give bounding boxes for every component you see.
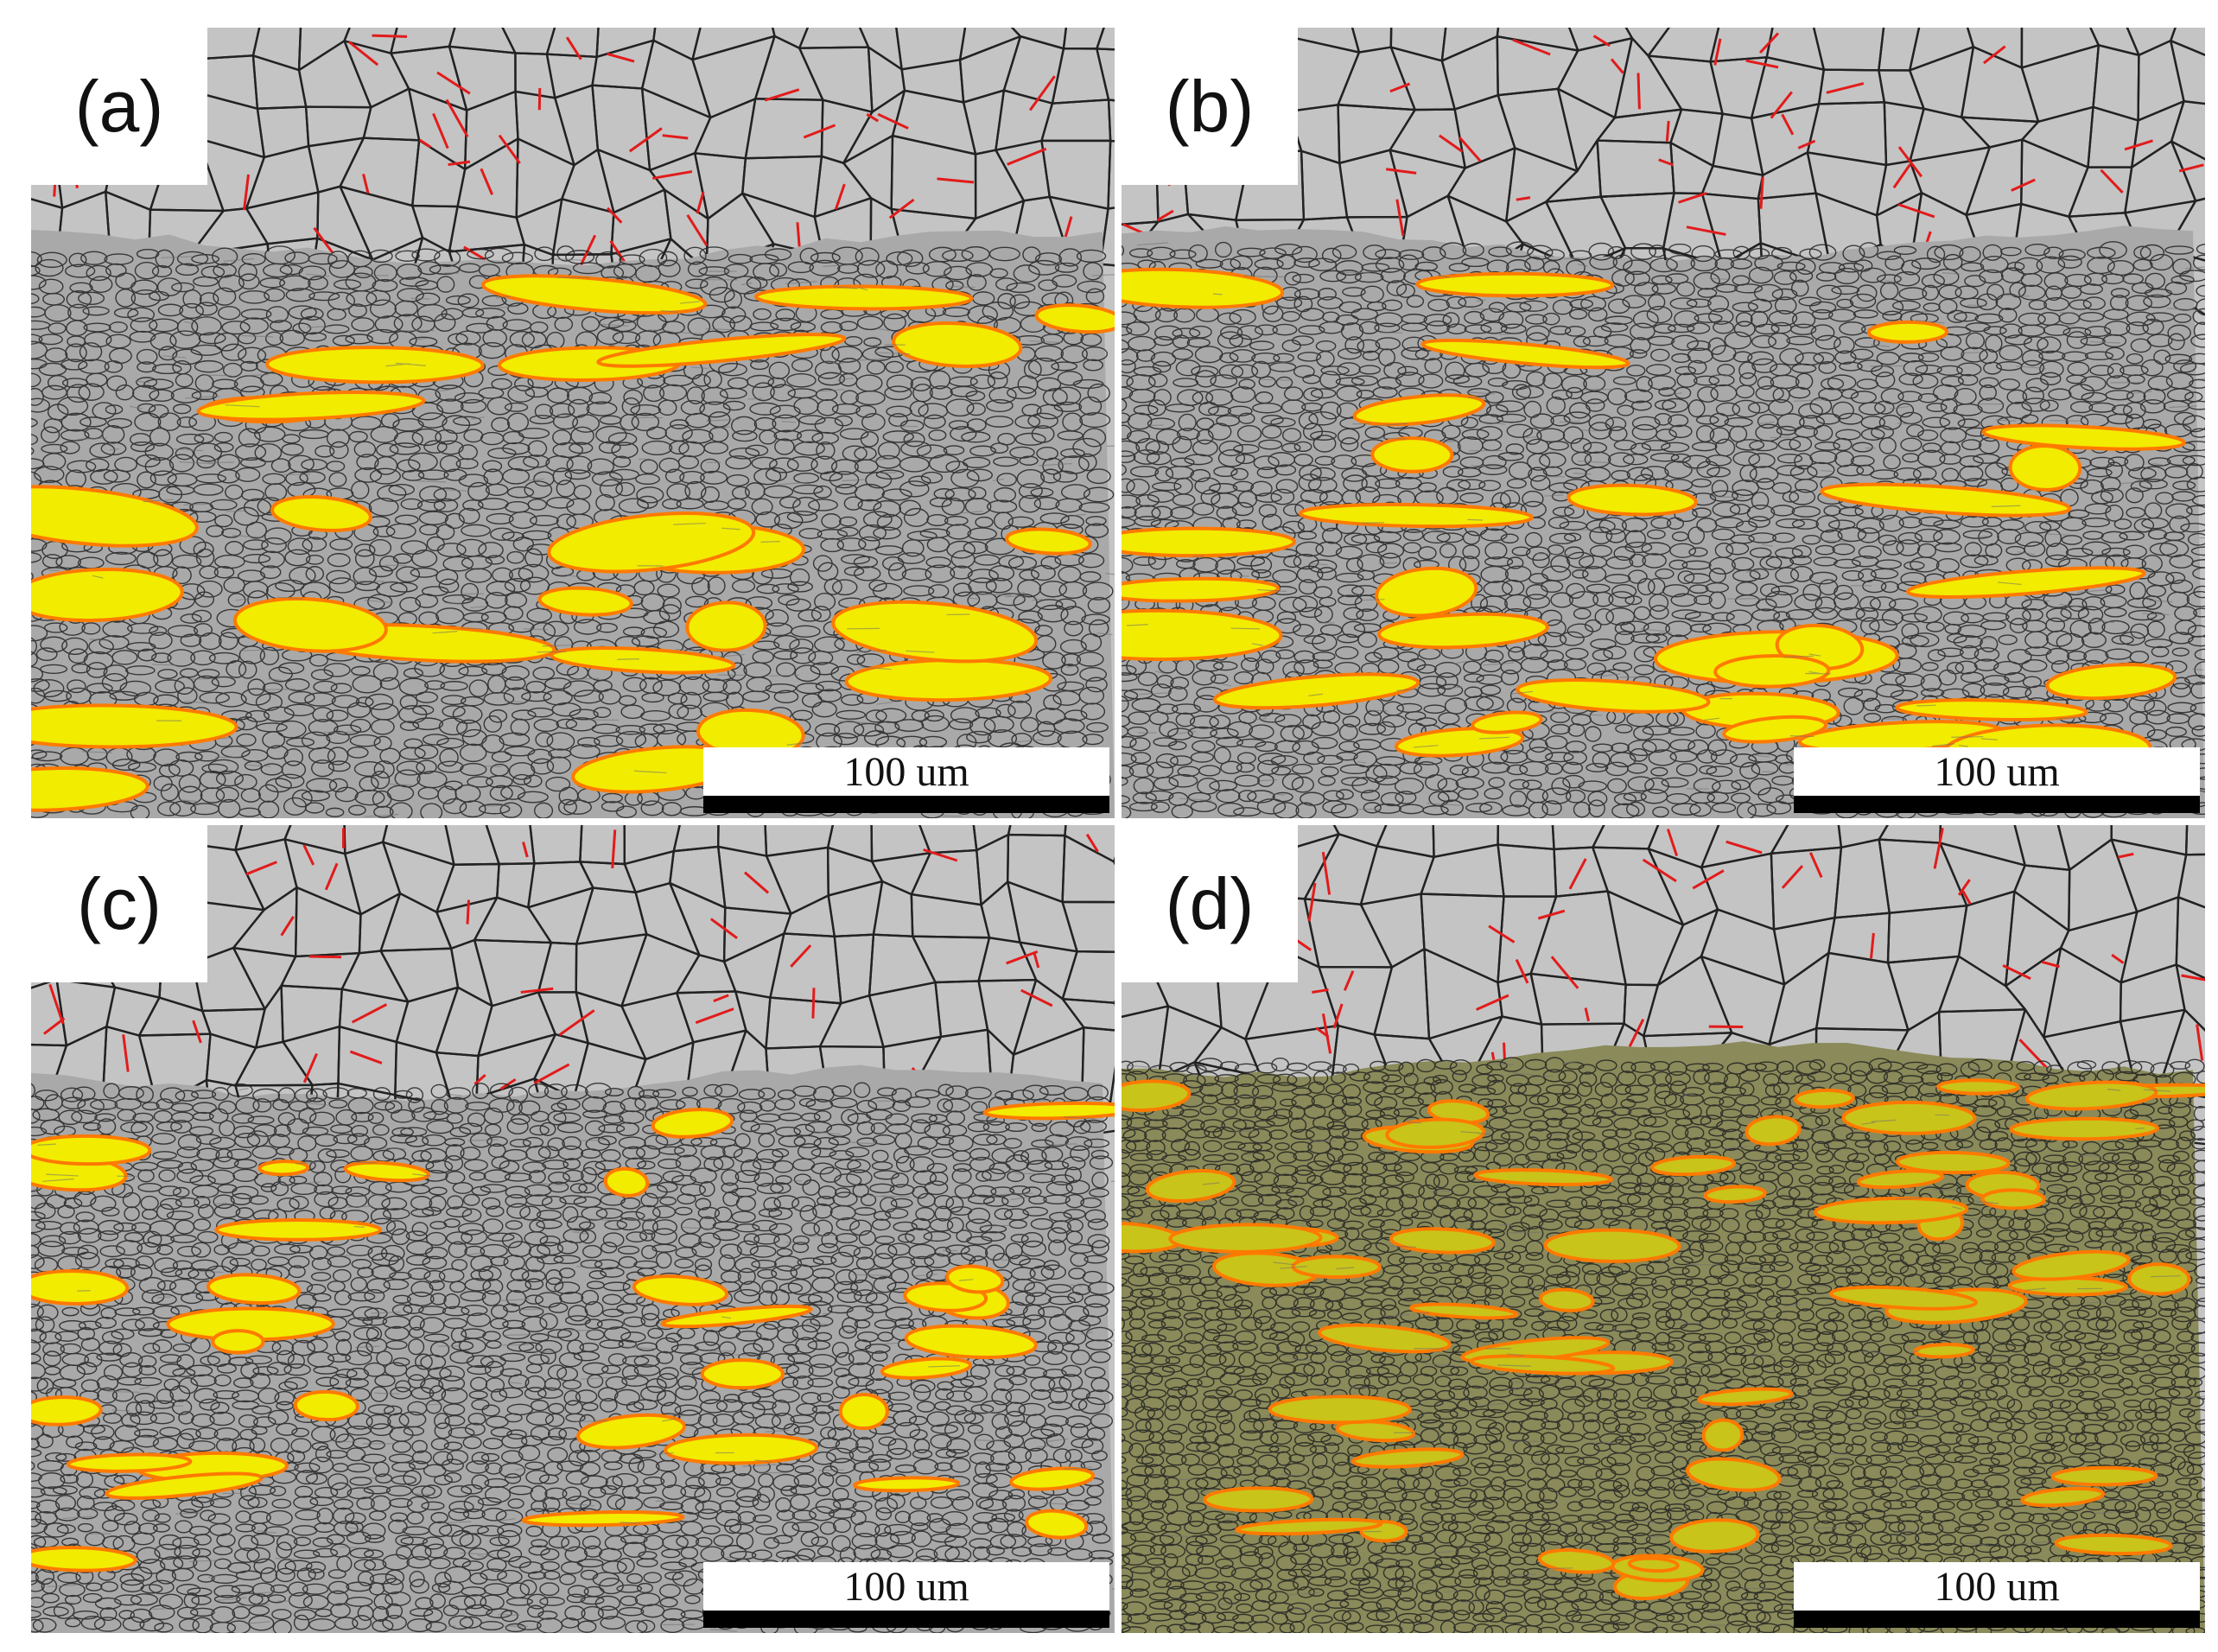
micrograph-a — [31, 28, 1115, 818]
panel-label-box-d: (d) — [1122, 825, 1298, 982]
scale-bar-label-a: 100 um — [843, 748, 969, 795]
micrograph-d — [1122, 825, 2205, 1633]
scale-bar-label-c: 100 um — [843, 1563, 969, 1610]
panel-b: (b) 100 um — [1122, 28, 2205, 818]
micrograph-c — [31, 825, 1115, 1633]
panel-label-box-a: (a) — [31, 28, 207, 185]
scale-bar-a: 100 um — [703, 747, 1109, 813]
scale-bar-b: 100 um — [1794, 747, 2200, 813]
panel-d: (d) 100 um — [1122, 825, 2205, 1633]
panel-label-d: (d) — [1165, 862, 1255, 944]
panel-label-c: (c) — [77, 862, 162, 944]
scale-bar-label-d: 100 um — [1934, 1563, 2060, 1610]
scale-bar-c: 100 um — [703, 1562, 1109, 1628]
panel-label-b: (b) — [1165, 65, 1255, 147]
scale-bar-label-b: 100 um — [1934, 748, 2060, 795]
scale-bar-d: 100 um — [1794, 1562, 2200, 1628]
panel-a: (a) 100 um — [31, 28, 1115, 818]
panel-label-a: (a) — [74, 65, 164, 147]
panel-label-box-c: (c) — [31, 825, 207, 982]
panel-c: (c) 100 um — [31, 825, 1115, 1633]
panel-label-box-b: (b) — [1122, 28, 1298, 185]
